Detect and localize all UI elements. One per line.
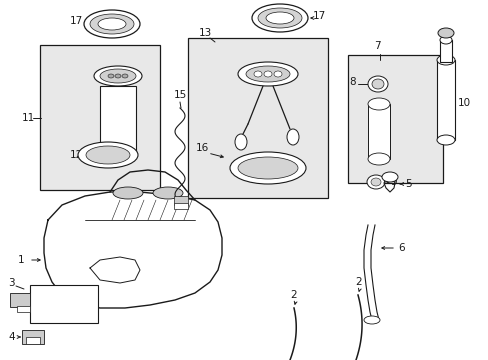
Text: 13: 13 xyxy=(199,28,212,38)
Ellipse shape xyxy=(245,66,289,82)
Text: 2: 2 xyxy=(354,277,361,287)
Ellipse shape xyxy=(437,28,453,38)
Ellipse shape xyxy=(235,134,246,150)
Ellipse shape xyxy=(113,187,142,199)
Text: 5: 5 xyxy=(404,179,411,189)
Ellipse shape xyxy=(100,69,136,83)
Ellipse shape xyxy=(265,12,293,24)
Ellipse shape xyxy=(78,142,138,168)
Ellipse shape xyxy=(258,8,302,28)
Ellipse shape xyxy=(367,76,387,92)
Text: 2: 2 xyxy=(289,290,296,300)
Text: 9: 9 xyxy=(389,177,396,187)
Bar xyxy=(436,60,454,140)
Text: 17: 17 xyxy=(312,11,325,21)
Bar xyxy=(174,203,187,209)
Ellipse shape xyxy=(253,71,262,77)
Bar xyxy=(367,104,389,159)
Ellipse shape xyxy=(98,18,126,30)
Text: 16: 16 xyxy=(196,143,209,153)
Text: 11: 11 xyxy=(22,113,35,123)
Ellipse shape xyxy=(153,187,183,199)
Text: 17: 17 xyxy=(70,16,83,26)
Bar xyxy=(40,45,160,190)
Ellipse shape xyxy=(100,149,136,163)
Bar xyxy=(187,38,327,198)
Text: 8: 8 xyxy=(348,77,355,87)
Text: 1: 1 xyxy=(18,255,24,265)
Bar xyxy=(17,306,30,312)
Ellipse shape xyxy=(94,66,142,86)
Text: 7: 7 xyxy=(373,41,380,51)
Ellipse shape xyxy=(86,146,130,164)
Bar xyxy=(347,55,442,183)
Bar xyxy=(100,86,136,156)
Ellipse shape xyxy=(381,172,397,182)
Bar xyxy=(26,337,40,344)
Text: 12: 12 xyxy=(70,150,83,160)
Bar xyxy=(174,196,187,205)
Ellipse shape xyxy=(436,135,454,145)
Ellipse shape xyxy=(115,74,121,78)
Ellipse shape xyxy=(371,79,383,89)
Ellipse shape xyxy=(367,98,389,110)
Ellipse shape xyxy=(90,14,134,34)
Ellipse shape xyxy=(363,316,379,324)
Text: 4: 4 xyxy=(8,332,15,342)
Text: 15: 15 xyxy=(174,90,187,100)
Text: 3: 3 xyxy=(8,278,15,288)
Ellipse shape xyxy=(229,152,305,184)
Ellipse shape xyxy=(122,74,128,78)
Ellipse shape xyxy=(439,36,451,44)
Bar xyxy=(30,285,98,323)
Ellipse shape xyxy=(264,71,271,77)
Ellipse shape xyxy=(436,55,454,65)
Ellipse shape xyxy=(238,62,297,86)
Ellipse shape xyxy=(251,4,307,32)
Ellipse shape xyxy=(286,129,298,145)
Bar xyxy=(22,330,44,344)
Bar xyxy=(439,40,451,62)
Ellipse shape xyxy=(366,175,384,189)
Ellipse shape xyxy=(367,153,389,165)
Ellipse shape xyxy=(108,74,114,78)
Ellipse shape xyxy=(238,157,297,179)
Text: 6: 6 xyxy=(397,243,404,253)
Bar xyxy=(10,293,30,307)
Text: 14: 14 xyxy=(291,163,305,173)
Ellipse shape xyxy=(84,10,140,38)
Ellipse shape xyxy=(273,71,282,77)
Ellipse shape xyxy=(370,178,380,186)
Text: 10: 10 xyxy=(457,98,470,108)
